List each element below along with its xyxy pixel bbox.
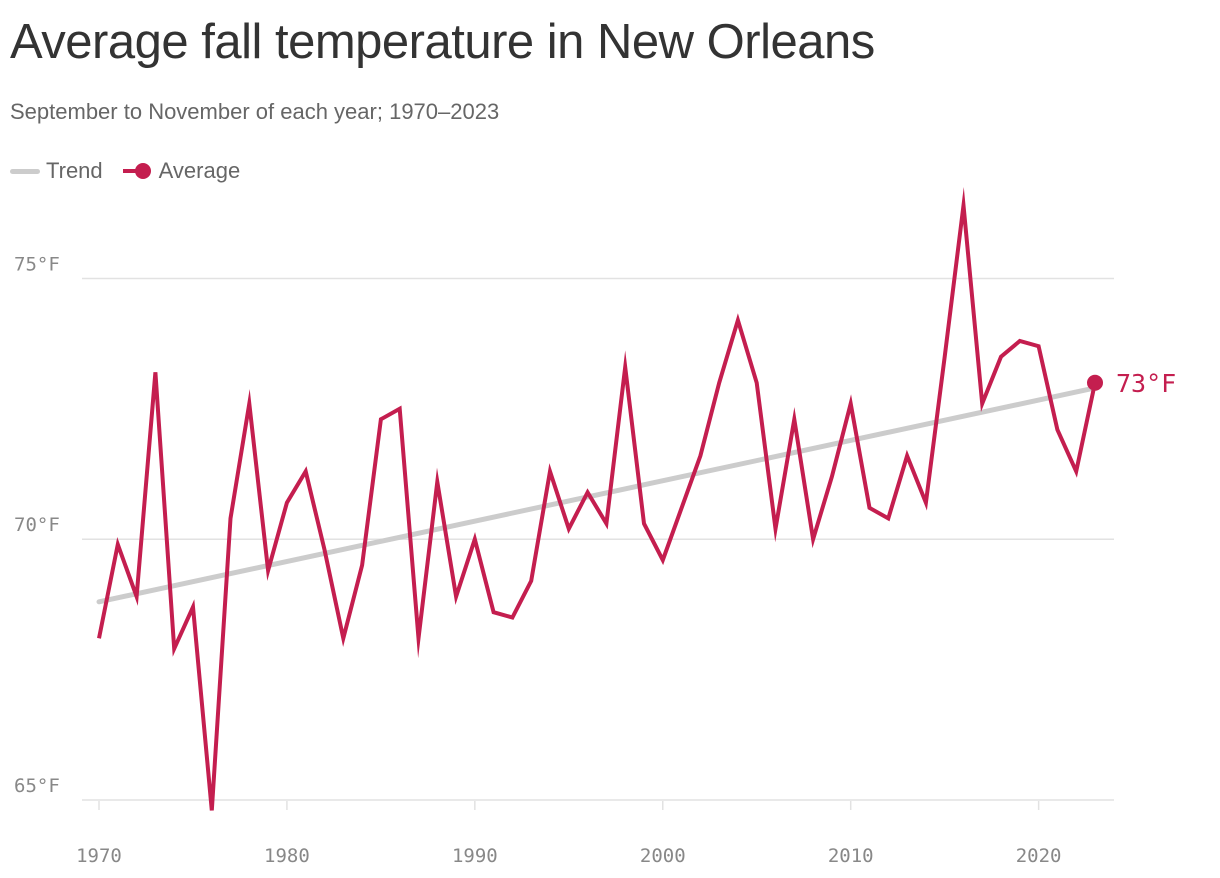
y-tick-label: 65°F bbox=[14, 775, 60, 797]
y-tick-label: 70°F bbox=[14, 514, 60, 536]
x-tick-label: 2020 bbox=[1016, 845, 1062, 867]
trend-swatch-icon bbox=[10, 162, 40, 180]
end-value-label: 73°F bbox=[1116, 369, 1176, 398]
chart-title: Average fall temperature in New Orleans bbox=[10, 15, 875, 69]
x-tick-label: 2000 bbox=[640, 845, 686, 867]
y-tick-label: 75°F bbox=[14, 253, 60, 275]
x-tick-label: 1980 bbox=[264, 845, 310, 867]
x-tick-label: 1970 bbox=[76, 845, 122, 867]
grid-lines bbox=[82, 277, 1114, 801]
chart-subtitle: September to November of each year; 1970… bbox=[10, 99, 500, 124]
trend-line bbox=[96, 385, 1098, 605]
average-line bbox=[97, 186, 1097, 811]
legend-item-average: Average bbox=[122, 158, 241, 184]
legend-average-label: Average bbox=[158, 158, 241, 183]
legend-trend-label: Trend bbox=[46, 158, 103, 183]
average-end-point bbox=[1087, 374, 1103, 391]
x-tick-label: 2010 bbox=[828, 845, 874, 867]
legend-item-trend: Trend bbox=[10, 158, 103, 184]
y-axis: 65°F 70°F 75°F bbox=[14, 253, 60, 797]
trend-series bbox=[96, 385, 1098, 605]
x-tick-label: 1990 bbox=[452, 845, 498, 867]
legend: Trend Average bbox=[10, 157, 260, 185]
average-swatch-icon bbox=[122, 162, 153, 180]
average-series: 73°F bbox=[97, 186, 1176, 811]
x-axis: 1970 1980 1990 2000 2010 2020 bbox=[76, 801, 1062, 867]
